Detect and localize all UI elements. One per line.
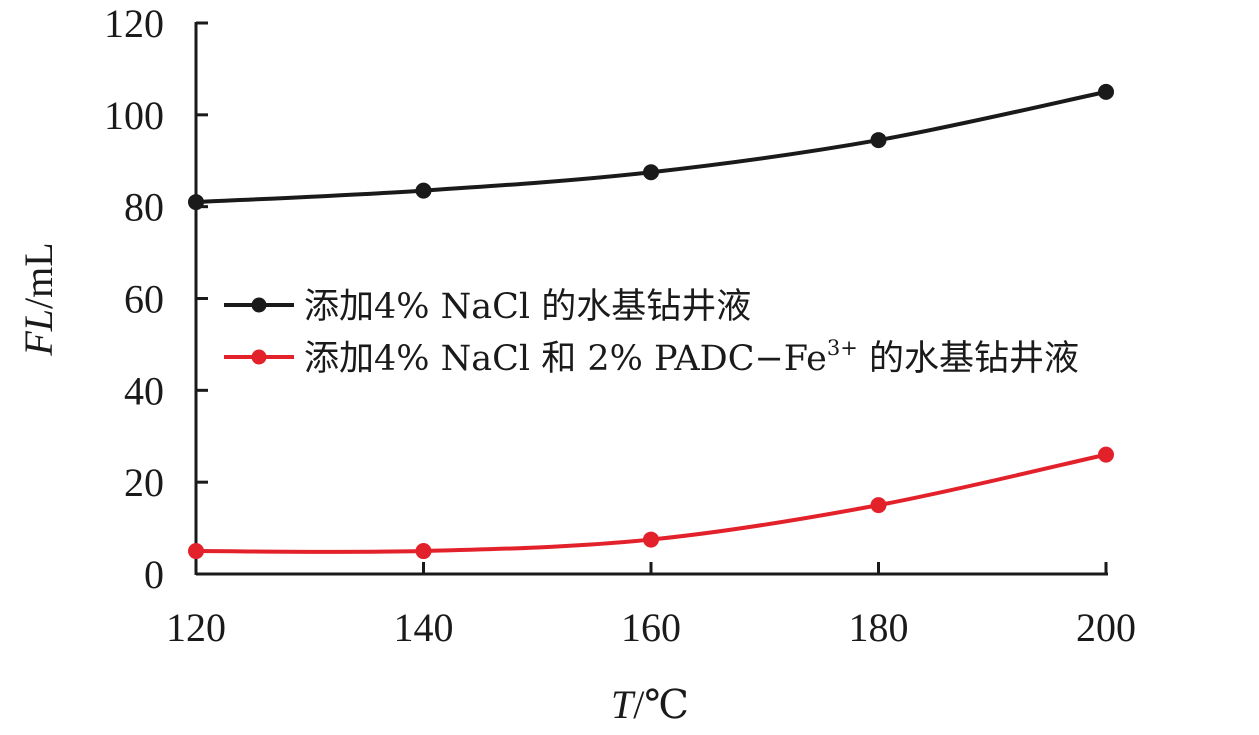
y-tick-label: 100	[104, 93, 164, 138]
x-axis-title-unit: /℃	[633, 682, 689, 727]
series-1-point-4	[1098, 446, 1114, 463]
legend-label-black: 添加4% NaCl 的水基钻井液	[304, 287, 751, 327]
legend-label-red-suffix: 的水基钻井液	[858, 339, 1079, 379]
series-0-point-4	[1098, 83, 1114, 100]
legend-label-red-superscript: 3+	[827, 336, 858, 360]
legend-entry-black: 添加4% NaCl 的水基钻井液	[224, 287, 751, 327]
y-axis-title-unit: /mL	[16, 242, 61, 309]
series-1-point-1	[415, 543, 432, 560]
y-axis-title-variable: FL	[16, 309, 61, 357]
x-axis-title-variable: T	[611, 682, 636, 727]
series-0-point-0	[188, 194, 204, 211]
y-axis-ticks: 0 20 40 60 80 100 120	[104, 1, 208, 597]
x-tick-label: 140	[394, 605, 454, 650]
series-1-point-2	[643, 531, 659, 548]
x-tick-label: 160	[621, 605, 681, 650]
legend-label-red-main: 添加4% NaCl 和 2% PADC−Fe	[304, 339, 827, 379]
legend-swatch-black-marker	[251, 297, 267, 313]
x-tick-label: 180	[849, 605, 909, 650]
legend-label-red: 添加4% NaCl 和 2% PADC−Fe3+ 的水基钻井液	[304, 336, 1079, 379]
series-line-0	[195, 89, 1107, 205]
legend: 添加4% NaCl 的水基钻井液 添加4% NaCl 和 2% PADC−Fe3…	[224, 287, 1079, 379]
x-tick-label: 120	[166, 605, 226, 650]
series-0-point-1	[415, 182, 432, 199]
legend-swatch-red-marker	[251, 349, 267, 365]
series-0-point-2	[643, 164, 659, 181]
x-tick-label: 200	[1076, 605, 1136, 650]
y-axis-title: FL/mL	[16, 242, 61, 356]
y-tick-label: 80	[124, 185, 164, 230]
y-tick-label: 20	[124, 460, 164, 505]
series-layer	[188, 83, 1114, 560]
y-tick-label: 40	[124, 368, 164, 413]
series-1-point-3	[870, 497, 887, 514]
y-tick-label: 60	[124, 277, 164, 322]
x-axis-title: T/℃	[611, 682, 689, 727]
series-0-point-3	[870, 132, 887, 149]
x-axis-ticks: 120 140 160 180 200	[166, 562, 1136, 650]
y-tick-label: 120	[104, 1, 164, 46]
legend-entry-red: 添加4% NaCl 和 2% PADC−Fe3+ 的水基钻井液	[224, 336, 1079, 379]
y-tick-label: 0	[144, 552, 164, 597]
series-1-point-0	[188, 543, 204, 560]
